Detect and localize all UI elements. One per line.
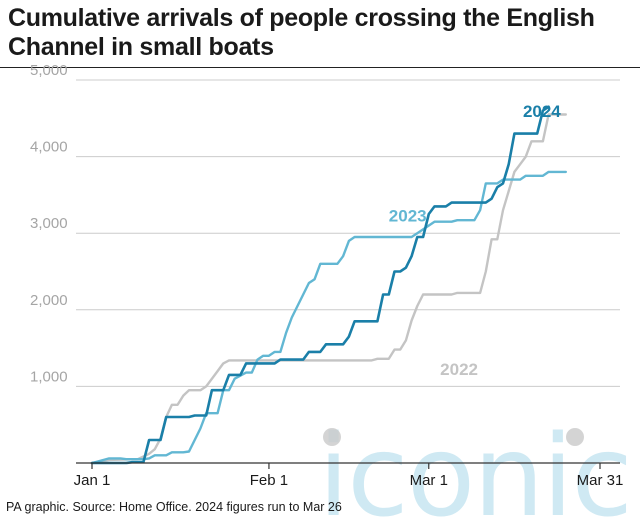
watermark-text: iconic <box>318 412 631 525</box>
y-tick-label: 3,000 <box>30 215 68 232</box>
source-footnote: PA graphic. Source: Home Office. 2024 fi… <box>6 500 342 514</box>
chart-title: Cumulative arrivals of people crossing t… <box>8 4 595 61</box>
x-axis: Jan 1 Feb 1 Mar 1 Mar 31 <box>74 462 624 489</box>
x-tick-label: Jan 1 <box>74 472 111 489</box>
series-label-2022: 2022 <box>440 360 478 379</box>
y-tick-label: 4,000 <box>30 139 68 156</box>
x-tick-label: Mar 31 <box>577 472 624 489</box>
series-labels: 2022 2023 2024 <box>389 102 561 379</box>
series-line-2022 <box>90 113 567 465</box>
series-label-2023: 2023 <box>389 207 427 226</box>
watermark: iconic <box>318 412 633 525</box>
x-tick-label: Feb 1 <box>250 472 288 489</box>
title-divider <box>0 67 640 68</box>
gridlines: 1,000 2,000 3,000 4,000 5,000 <box>30 62 620 387</box>
watermark-dot-2 <box>566 428 584 446</box>
series-lines <box>90 105 567 465</box>
y-tick-label: 5,000 <box>30 62 68 79</box>
series-line-2024 <box>90 105 550 465</box>
y-tick-label: 2,000 <box>30 292 68 309</box>
y-tick-label: 1,000 <box>30 368 68 385</box>
watermark-dot-1 <box>323 428 341 446</box>
series-label-2024: 2024 <box>523 102 561 121</box>
series-line-2023 <box>90 170 567 465</box>
x-tick-label: Mar 1 <box>410 472 448 489</box>
